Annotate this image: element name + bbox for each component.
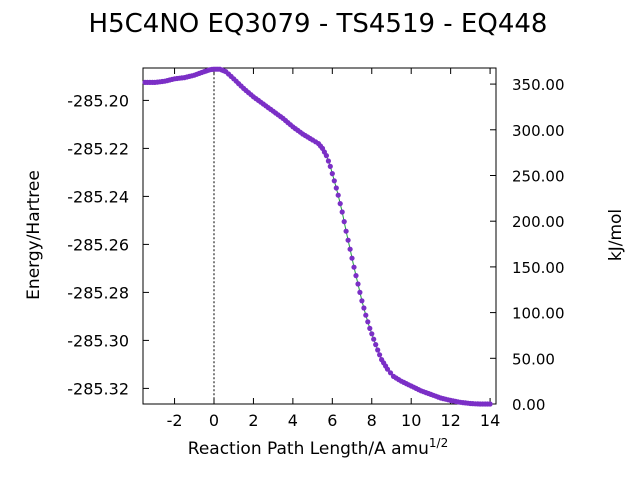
y2-tick-label: 100.00 <box>512 305 565 323</box>
x-axis-label-superscript: 1/2 <box>429 436 448 450</box>
x-axis-label-main: Reaction Path Length/A amu <box>188 439 429 459</box>
x-tick-label: 10 <box>401 411 421 430</box>
y-tick-label: -285.24 <box>67 187 129 206</box>
data-point <box>371 336 377 342</box>
data-point <box>345 237 351 243</box>
data-point <box>367 325 373 331</box>
data-point <box>384 366 391 372</box>
x-tick-label: 14 <box>480 411 500 430</box>
data-point <box>369 331 375 337</box>
data-point <box>487 401 493 407</box>
x-tick-label: 0 <box>209 411 219 430</box>
data-point <box>387 370 394 376</box>
data-point <box>325 158 331 164</box>
x-tick-label: 2 <box>248 411 258 430</box>
data-point <box>343 228 349 234</box>
y2-tick-label: 250.00 <box>512 167 565 185</box>
y-axis-label: Energy/Hartree <box>24 170 44 300</box>
data-point <box>357 289 363 295</box>
data-point <box>361 305 367 311</box>
y2-axis-ticks: 0.00 50.00 100.00 150.00 200.00 250.00 300.00 3… <box>490 76 565 414</box>
data-point <box>333 185 339 191</box>
x-tick-label: 8 <box>367 411 377 430</box>
data-point <box>347 246 353 252</box>
y2-tick-label: 0.00 <box>512 396 545 414</box>
y-tick-label: -285.22 <box>67 139 129 158</box>
x-tick-label: -2 <box>167 411 183 430</box>
x-tick-label: 12 <box>440 411 460 430</box>
x-tick-label: 6 <box>327 411 337 430</box>
plot-frame <box>142 67 497 405</box>
x-tick-label: 4 <box>288 411 298 430</box>
y-axis-ticks: -285.20 -285.22 -285.24 -285.26 -285.28 -285.… <box>67 91 149 398</box>
chart-title: H5C4NO EQ3079 - TS4519 - EQ448 <box>89 9 548 39</box>
data-point <box>351 264 357 270</box>
data-point <box>365 319 371 325</box>
data-point <box>377 352 383 358</box>
y2-tick-label: 350.00 <box>512 76 565 94</box>
data-point <box>349 255 355 261</box>
data-point <box>363 312 369 318</box>
y2-tick-label: 150.00 <box>512 259 565 277</box>
y-tick-label: -285.28 <box>67 283 129 302</box>
data-point <box>323 153 329 159</box>
data-point <box>355 281 361 287</box>
y2-tick-label: 300.00 <box>512 122 565 140</box>
y2-tick-label: 200.00 <box>512 213 565 231</box>
data-point <box>359 298 365 304</box>
data-point <box>353 273 359 279</box>
x-axis-ticks: -2 0 2 4 6 8 10 12 14 <box>167 68 500 430</box>
data-point <box>373 342 379 348</box>
series-layer <box>142 66 493 407</box>
data-point <box>335 192 341 198</box>
y-tick-label: -285.32 <box>67 379 129 398</box>
data-point <box>375 347 381 353</box>
y-tick-label: -285.20 <box>67 91 129 110</box>
y2-tick-label: 50.00 <box>512 350 555 368</box>
y-tick-label: -285.30 <box>67 331 129 350</box>
x-axis-label: Reaction Path Length/A amu1/2 <box>188 436 448 459</box>
data-point <box>337 201 343 207</box>
y-tick-label: -285.26 <box>67 235 129 254</box>
data-point <box>339 209 345 215</box>
plot-border <box>142 67 497 405</box>
data-point <box>331 178 337 184</box>
data-point <box>327 163 333 169</box>
y2-axis-label: kJ/mol <box>606 209 626 261</box>
data-point <box>341 219 347 225</box>
energy-curve <box>145 68 491 405</box>
data-point <box>329 171 335 177</box>
